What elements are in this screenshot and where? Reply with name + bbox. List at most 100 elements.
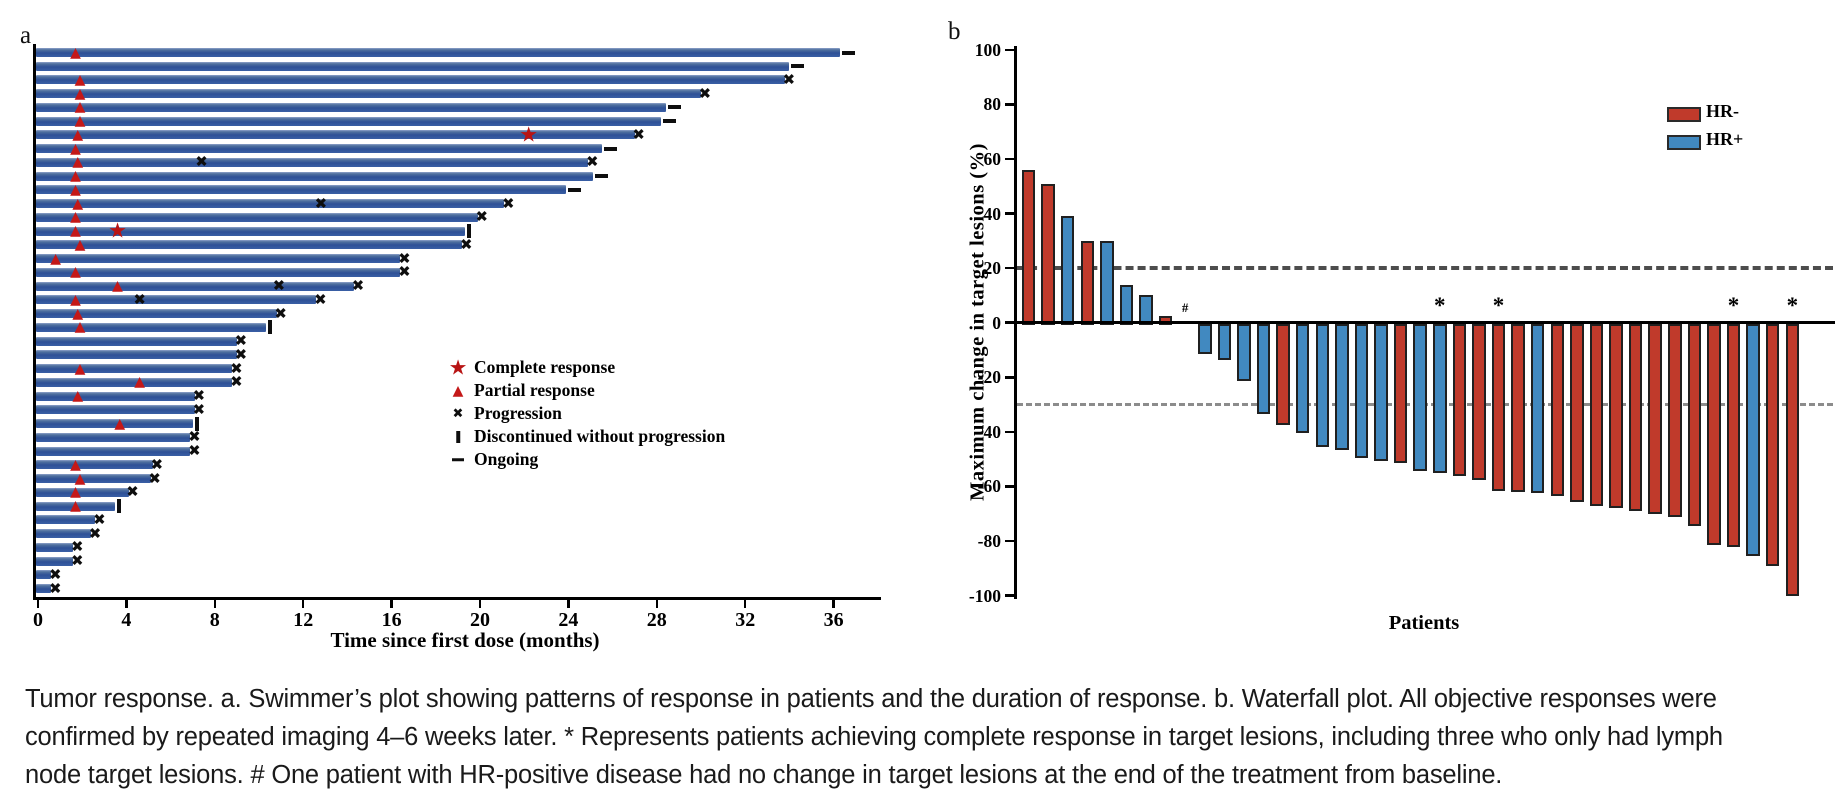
progression-marker: ✖ bbox=[93, 510, 106, 529]
panel-b-y-tick-label: -40 bbox=[977, 421, 1001, 442]
panel-a-x-tick bbox=[301, 600, 305, 608]
progression-marker: ✖ bbox=[314, 194, 328, 213]
partial-response-marker: ▲ bbox=[70, 498, 81, 515]
panel-b-y-tick bbox=[1005, 430, 1014, 434]
waterfall-bar bbox=[1668, 324, 1682, 517]
progression-marker: ✖ bbox=[192, 400, 206, 419]
waterfall-bar bbox=[1530, 324, 1545, 494]
waterfall-bar bbox=[1707, 324, 1721, 546]
swimmer-bar bbox=[36, 171, 593, 181]
waterfall-bar bbox=[1021, 169, 1036, 325]
triangle-icon: ▲ bbox=[452, 382, 464, 399]
partial-response-marker: ▲ bbox=[74, 360, 86, 377]
swimmer-bar bbox=[36, 584, 52, 594]
legend-label: Progression bbox=[474, 403, 562, 423]
waterfall-bar bbox=[1452, 324, 1467, 476]
swimmer-bar bbox=[36, 61, 790, 71]
panel-a-x-tick-label: 32 bbox=[735, 609, 756, 631]
swimmer-bar bbox=[36, 515, 96, 525]
progression-marker: ✖ bbox=[782, 70, 796, 89]
waterfall-bar bbox=[1589, 324, 1604, 506]
waterfall-bar bbox=[1393, 324, 1408, 464]
panel-b-y-tick-label: -100 bbox=[968, 585, 1001, 606]
swimmer-bar bbox=[36, 460, 153, 470]
asterisk-annotation: * bbox=[1492, 293, 1505, 318]
panel-b-y-tick-label: 20 bbox=[983, 258, 1002, 279]
panel-b-y-tick bbox=[1005, 212, 1014, 215]
progression-marker: ✖ bbox=[351, 276, 365, 295]
progression-marker: ✖ bbox=[398, 249, 411, 268]
swimmer-bar bbox=[36, 144, 602, 154]
panel-a-x-tick bbox=[743, 600, 747, 608]
partial-response-marker: ▲ bbox=[50, 250, 62, 267]
partial-response-marker: ▲ bbox=[112, 278, 123, 295]
reference-line-20 bbox=[1017, 266, 1833, 271]
panel-b-y-tick bbox=[1005, 48, 1014, 52]
waterfall-bar bbox=[1746, 324, 1760, 557]
swimmer-bar bbox=[36, 102, 666, 112]
progression-marker: ✖ bbox=[632, 125, 645, 144]
panel-b-x-axis bbox=[1014, 321, 1835, 325]
panel-a-x-axis-title: Time since first dose (months) bbox=[330, 628, 600, 652]
partial-response-marker: ▲ bbox=[70, 456, 81, 473]
waterfall-bar bbox=[1295, 324, 1310, 434]
progression-marker: ✖ bbox=[192, 386, 206, 405]
waterfall-bar bbox=[1276, 324, 1290, 426]
ongoing-marker bbox=[663, 119, 677, 124]
swimmer-bar bbox=[36, 487, 129, 497]
partial-response-marker: ▲ bbox=[70, 484, 81, 501]
asterisk-annotation: * bbox=[1434, 293, 1446, 318]
swimmer-bar bbox=[36, 212, 478, 222]
partial-response-marker: ▲ bbox=[114, 415, 126, 432]
panel-b-y-tick bbox=[1005, 539, 1014, 543]
swimmer-bar bbox=[36, 529, 92, 539]
partial-response-marker: ▲ bbox=[74, 99, 86, 116]
swimmer-bar bbox=[36, 501, 116, 511]
partial-response-marker: ▲ bbox=[74, 113, 86, 130]
panel-b-y-tick-label: 40 bbox=[983, 203, 1002, 224]
progression-marker: ✖ bbox=[272, 276, 286, 295]
swimmer-bar bbox=[36, 199, 505, 209]
partial-response-marker: ▲ bbox=[70, 264, 81, 281]
swimmer-bar bbox=[36, 116, 662, 126]
panel-b-y-tick bbox=[1005, 266, 1014, 270]
waterfall-bar bbox=[1648, 324, 1662, 514]
panel-b-y-tick bbox=[1005, 376, 1014, 379]
waterfall-bar bbox=[1550, 324, 1565, 497]
hr-negative-label: HR- bbox=[1706, 101, 1739, 121]
waterfall-bar bbox=[1433, 324, 1447, 473]
waterfall-bar bbox=[1354, 324, 1369, 458]
swimmer-bar bbox=[36, 364, 233, 374]
ongoing-marker bbox=[791, 64, 805, 69]
swimmer-bar bbox=[36, 474, 151, 484]
swimmer-bar bbox=[36, 432, 191, 442]
discontinued-marker bbox=[267, 320, 272, 335]
partial-response-marker: ▲ bbox=[74, 71, 86, 88]
swimmer-bar bbox=[36, 309, 277, 319]
progression-marker: ✖ bbox=[314, 290, 327, 309]
panel-b-y-tick bbox=[1005, 321, 1014, 324]
swimmer-bar bbox=[36, 267, 401, 277]
panel-a-x-tick bbox=[567, 600, 570, 608]
discontinued-marker bbox=[466, 224, 471, 239]
ongoing-marker bbox=[603, 146, 617, 151]
progression-marker: ✖ bbox=[148, 469, 161, 488]
hr-positive-label: HR+ bbox=[1706, 129, 1744, 149]
waterfall-bar bbox=[1237, 324, 1251, 382]
progression-marker: ✖ bbox=[475, 207, 489, 226]
waterfall-bar bbox=[1765, 324, 1780, 566]
swimmer-bar bbox=[36, 130, 635, 140]
panel-b-y-tick bbox=[1005, 485, 1014, 488]
swimmer-bar bbox=[36, 570, 52, 580]
partial-response-marker: ▲ bbox=[72, 154, 84, 171]
waterfall-bar bbox=[1256, 324, 1271, 415]
progression-marker: ✖ bbox=[460, 235, 473, 254]
progression-marker: ✖ bbox=[234, 331, 248, 350]
swimmer-bar bbox=[36, 377, 233, 387]
panel-a-x-tick-label: 12 bbox=[293, 609, 314, 631]
waterfall-plot: # * * * * 100 80 60 40 20 0 -20 -40 -60 -80 -100 bbox=[910, 0, 1835, 670]
panel-b-y-tick-label: 0 bbox=[992, 312, 1001, 333]
panel-a-x-tick bbox=[390, 600, 393, 608]
panel-a-y-axis bbox=[33, 44, 36, 600]
swimmer-plot: Time since first dose (months) ▲ ▲ ✖ ▲ ✖ ▲ ▲ ▲ ★… bbox=[0, 0, 910, 670]
